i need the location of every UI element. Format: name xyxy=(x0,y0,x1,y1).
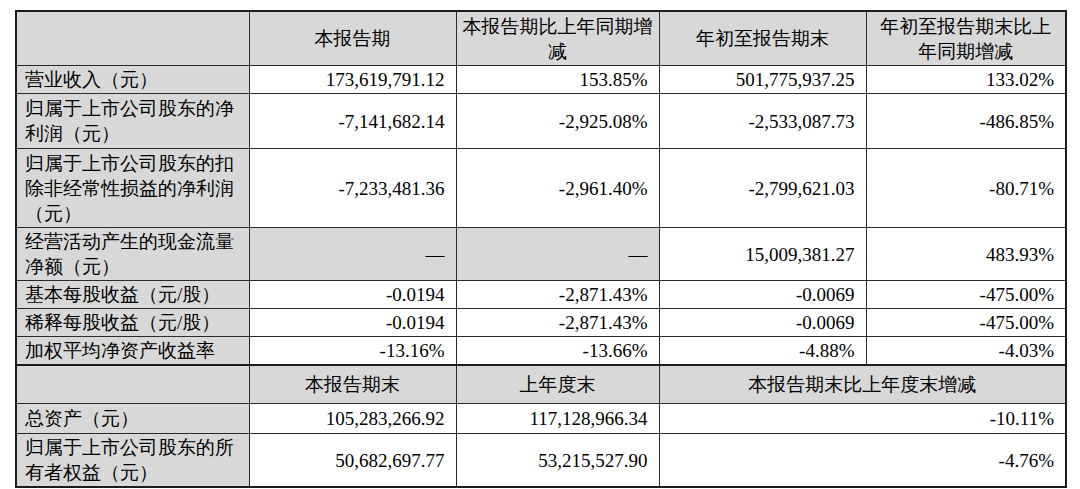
col-header-current-period: 本报告期 xyxy=(249,11,456,66)
cell-value-dash: — xyxy=(456,228,659,281)
cell-value: -0.0069 xyxy=(659,309,866,337)
cell-value: 53,215,527.90 xyxy=(456,434,659,488)
cell-value: 50,682,697.77 xyxy=(249,434,456,488)
cell-value: -7,233,481.36 xyxy=(249,149,456,228)
col-header-ytd-yoy: 年初至报告期末比上年同期增减 xyxy=(866,11,1066,66)
cell-value: -0.0069 xyxy=(659,281,866,309)
cell-value: 153.85% xyxy=(456,66,659,94)
balance-header-row: 本报告期末 上年度末 本报告期末比上年度末增减 xyxy=(16,365,1066,404)
cell-value: -4.03% xyxy=(866,337,1066,366)
cell-value: -475.00% xyxy=(866,309,1066,337)
cell-value: -0.0194 xyxy=(249,309,456,337)
table-row-shareholders-equity: 归属于上市公司股东的所有者权益（元） 50,682,697.77 53,215,… xyxy=(16,434,1066,488)
cell-value: -7,141,682.14 xyxy=(249,94,456,149)
cell-value: -2,533,087.73 xyxy=(659,94,866,149)
cell-value: -2,961.40% xyxy=(456,149,659,228)
corner-cell-period xyxy=(16,11,249,66)
table-row-revenue: 营业收入（元） 173,619,791.12 153.85% 501,775,9… xyxy=(16,66,1066,94)
col-header-ytd: 年初至报告期末 xyxy=(659,11,866,66)
cell-value: -2,799,621.03 xyxy=(659,149,866,228)
row-label: 总资产（元） xyxy=(16,404,249,434)
col-header-current-period-yoy: 本报告期比上年同期增减 xyxy=(456,11,659,66)
col-header-prev-year-end: 上年度末 xyxy=(456,365,659,404)
row-label: 营业收入（元） xyxy=(16,66,249,94)
cell-value: 173,619,791.12 xyxy=(249,66,456,94)
cell-value: 133.02% xyxy=(866,66,1066,94)
cell-value: -2,871.43% xyxy=(456,309,659,337)
row-label: 经营活动产生的现金流量净额（元） xyxy=(16,228,249,281)
col-header-period-end: 本报告期末 xyxy=(249,365,456,404)
cell-value: -475.00% xyxy=(866,281,1066,309)
cell-value: -80.71% xyxy=(866,149,1066,228)
cell-value: 15,009,381.27 xyxy=(659,228,866,281)
table-row-net-profit-excl-nonrecurring: 归属于上市公司股东的扣除非经常性损益的净利润（元） -7,233,481.36 … xyxy=(16,149,1066,228)
cell-value: 501,775,937.25 xyxy=(659,66,866,94)
cell-value-change: -4.76% xyxy=(659,434,1066,488)
cell-value: -13.66% xyxy=(456,337,659,366)
row-label: 基本每股收益（元/股） xyxy=(16,281,249,309)
cell-value-dash: — xyxy=(249,228,456,281)
cell-value: -4.88% xyxy=(659,337,866,366)
cell-value: -2,871.43% xyxy=(456,281,659,309)
table-row-weighted-avg-roe: 加权平均净资产收益率 -13.16% -13.66% -4.88% -4.03% xyxy=(16,337,1066,366)
cell-value: 483.93% xyxy=(866,228,1066,281)
cell-value: 117,128,966.34 xyxy=(456,404,659,434)
row-label: 归属于上市公司股东的净利润（元） xyxy=(16,94,249,149)
row-label: 归属于上市公司股东的所有者权益（元） xyxy=(16,434,249,488)
table-row-total-assets: 总资产（元） 105,283,266.92 117,128,966.34 -10… xyxy=(16,404,1066,434)
row-label: 稀释每股收益（元/股） xyxy=(16,309,249,337)
cell-value: -13.16% xyxy=(249,337,456,366)
cell-value: -2,925.08% xyxy=(456,94,659,149)
table-row-basic-eps: 基本每股收益（元/股） -0.0194 -2,871.43% -0.0069 -… xyxy=(16,281,1066,309)
col-header-period-end-change: 本报告期末比上年度末增减 xyxy=(659,365,1066,404)
table-row-operating-cash-flow: 经营活动产生的现金流量净额（元） — — 15,009,381.27 483.9… xyxy=(16,228,1066,281)
financial-summary-table: 本报告期 本报告期比上年同期增减 年初至报告期末 年初至报告期末比上年同期增减 … xyxy=(15,10,1067,488)
corner-cell-balance xyxy=(16,365,249,404)
table-row-diluted-eps: 稀释每股收益（元/股） -0.0194 -2,871.43% -0.0069 -… xyxy=(16,309,1066,337)
row-label: 加权平均净资产收益率 xyxy=(16,337,249,366)
cell-value: 105,283,266.92 xyxy=(249,404,456,434)
period-header-row: 本报告期 本报告期比上年同期增减 年初至报告期末 年初至报告期末比上年同期增减 xyxy=(16,11,1066,66)
table-row-net-profit: 归属于上市公司股东的净利润（元） -7,141,682.14 -2,925.08… xyxy=(16,94,1066,149)
cell-value-change: -10.11% xyxy=(659,404,1066,434)
cell-value: -486.85% xyxy=(866,94,1066,149)
cell-value: -0.0194 xyxy=(249,281,456,309)
row-label: 归属于上市公司股东的扣除非经常性损益的净利润（元） xyxy=(16,149,249,228)
